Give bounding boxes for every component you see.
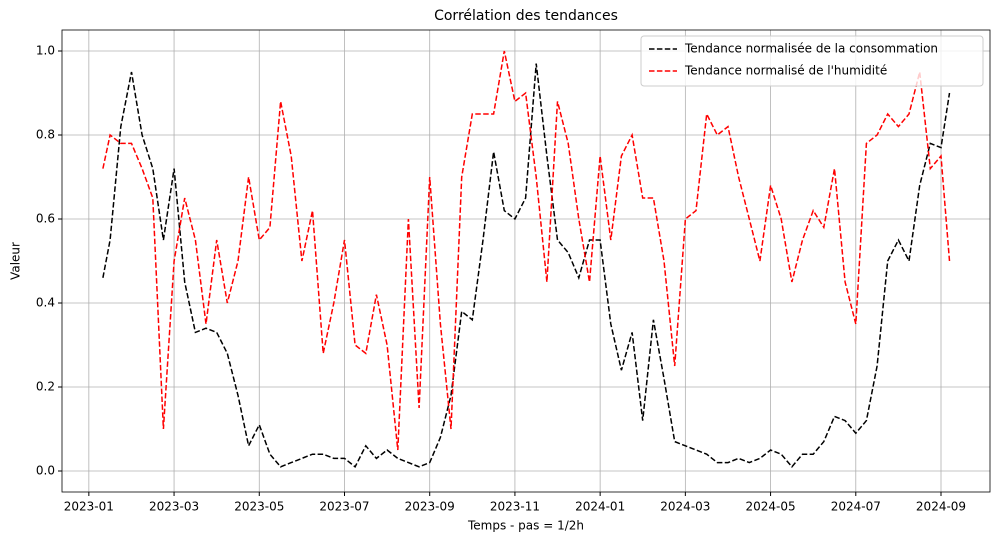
x-tick-label: 2023-09 [405,500,455,514]
chart-title: Corrélation des tendances [434,8,618,24]
x-tick-label: 2024-07 [831,500,881,514]
x-axis-label: Temps - pas = 1/2h [467,519,584,533]
y-tick-label: 0.2 [36,380,55,394]
series-line [102,50,951,451]
legend-label: Tendance normalisée de la consommation [684,42,938,56]
legend-label: Tendance normalisé de l'humidité [684,64,887,78]
x-tick-label: 2023-07 [319,500,369,514]
x-tick-label: 2023-11 [490,500,540,514]
x-tick-label: 2024-05 [745,500,795,514]
x-tick-label: 2024-03 [660,500,710,514]
x-tick-label: 2023-03 [149,500,199,514]
plot-frame [61,29,991,493]
y-tick-label: 0.6 [36,212,55,226]
y-tick-label: 0.0 [36,464,55,478]
y-tick-label: 0.4 [36,296,55,310]
series-line [102,63,951,468]
x-tick-label: 2023-01 [64,500,114,514]
y-tick-label: 1.0 [36,44,55,58]
legend-box [640,35,984,87]
y-axis-label: Valeur [9,242,23,280]
x-tick-label: 2023-05 [234,500,284,514]
x-tick-label: 2024-09 [916,500,966,514]
y-tick-label: 0.8 [36,128,55,142]
x-tick-label: 2024-01 [575,500,625,514]
